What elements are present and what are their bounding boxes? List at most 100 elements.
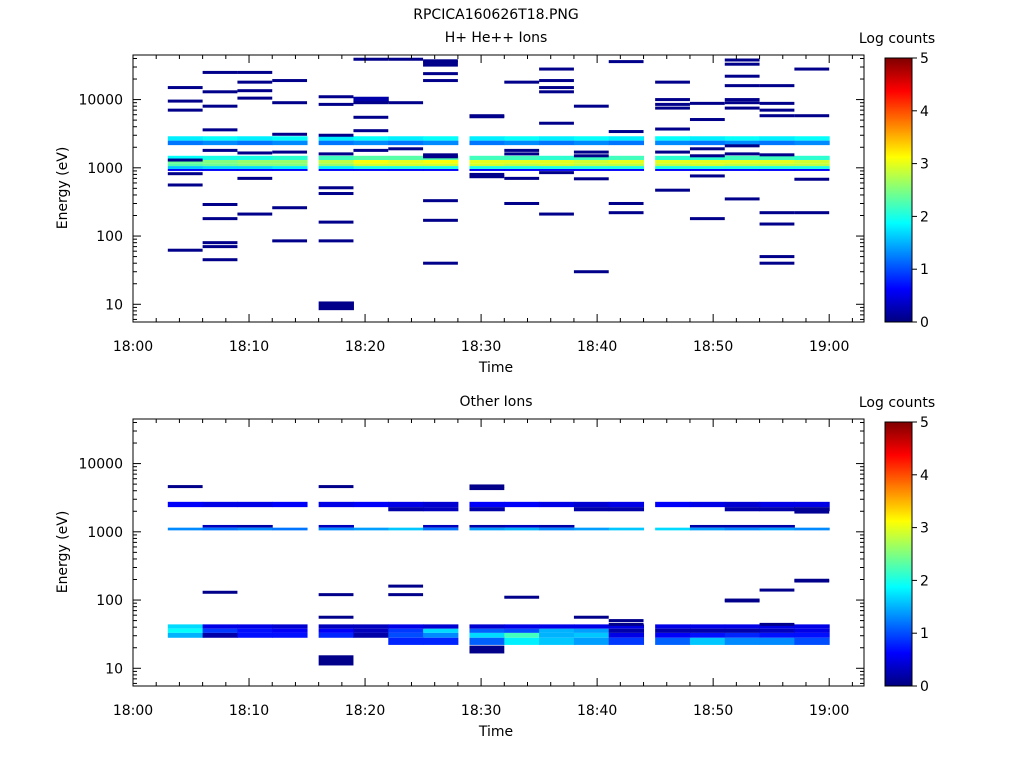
panel-1-ylabel: Energy (eV) [55,147,71,230]
heatmap-cell [318,163,354,167]
sporadic-count-mark [689,147,725,151]
heatmap-cell [272,140,308,146]
heatmap-cell [504,628,540,633]
colorbar-tick-label: 5 [920,51,929,67]
heatmap-cell [573,160,610,164]
sporadic-count-mark [272,150,308,154]
x-tick-label: 18:40 [577,703,617,719]
heatmap-cell [237,169,273,171]
sporadic-count-mark [759,211,795,215]
sporadic-count-mark [573,177,609,181]
heatmap-cell [202,163,238,167]
panel-2-axes: 18:00 18:10 18:20 18:30 18:40 18:50 19:00 10 100… [78,419,864,719]
heatmap-cell [423,163,459,167]
heatmap-cell [272,163,308,167]
heatmap-cell [539,166,575,170]
sporadic-count-mark [318,95,354,99]
heatmap-cell [689,140,726,146]
heatmap-cell [167,527,204,531]
heatmap-cell [655,136,691,141]
heatmap-cell [539,637,575,645]
heatmap-cell [689,624,726,629]
sporadic-count-mark [318,133,354,137]
heatmap-cell [539,160,575,164]
y-tick-label: 1000 [87,161,123,177]
heatmap-cell [608,507,645,512]
sporadic-count-mark [759,261,795,265]
heatmap-cell [539,501,575,508]
heatmap-cell [388,160,424,164]
heatmap-cell [388,169,424,171]
sporadic-count-mark [318,152,354,156]
heatmap-cell [353,155,389,161]
sporadic-count-mark [539,171,574,175]
sporadic-count-mark [655,106,690,110]
heatmap-cell [202,166,238,170]
heatmap-cell [353,140,389,146]
sporadic-count-mark [759,101,795,105]
sporadic-count-mark [759,114,795,118]
heatmap-cell [689,163,726,167]
heatmap-cell [469,163,505,167]
colorbar-tick-label: 5 [920,415,929,431]
sporadic-count-mark [794,114,830,118]
heatmap-cell [388,501,424,508]
sporadic-count-mark [237,89,273,93]
heatmap-cell [759,527,795,531]
sporadic-count-mark [167,485,203,489]
colorbar-tick-label: 3 [920,157,929,173]
heatmap-cell [573,140,610,146]
heatmap-cell [724,628,761,633]
panel-2-xlabel: Time [478,724,513,740]
heatmap-cell [655,527,691,531]
colorbar-1-label: Log counts [859,31,935,47]
colorbar-2-label: Log counts [859,395,935,411]
x-tick-label: 18:20 [345,703,385,719]
heatmap-cell [202,155,238,161]
panel-1-axes: 18:00 18:10 18:20 18:30 18:40 18:50 19:00 10 100… [78,55,864,355]
heatmap-cell [573,527,610,531]
heatmap-cell [504,524,540,528]
sporadic-count-mark [423,261,458,265]
colorbar-1-ticks: 0 1 2 3 4 5 [912,51,929,331]
heatmap-cell [388,632,424,638]
heatmap-cell [353,169,389,171]
heatmap-cell [202,160,238,164]
heatmap-cell [539,524,575,528]
heatmap-cell [608,155,645,161]
sporadic-count-mark [794,579,830,583]
heatmap-cell [794,155,830,161]
heatmap-cell [504,637,540,645]
heatmap-cell [794,136,830,141]
x-tick-label: 18:00 [113,703,153,719]
heatmap-cell [318,166,354,170]
heatmap-cell [724,160,761,164]
sporadic-count-mark [237,212,273,216]
heatmap-cell [423,160,459,164]
heatmap-cell [469,624,505,629]
heatmap-cell [608,163,645,167]
sporadic-count-mark [423,60,458,64]
heatmap-cell [608,628,645,633]
sporadic-count-mark [608,130,644,134]
heatmap-cell [237,628,273,633]
heatmap-cell [539,163,575,167]
sporadic-count-mark [759,622,795,626]
sporadic-count-mark [423,155,458,159]
heatmap-cell [272,632,308,638]
sporadic-count-mark [388,147,424,151]
sporadic-count-mark [423,153,458,157]
sporadic-count-mark [539,79,574,83]
heatmap-cell [167,163,204,167]
heatmap-cell [202,524,238,528]
sporadic-count-mark [539,67,574,71]
heatmap-cell [794,160,830,164]
heatmap-cell [202,169,238,171]
sporadic-count-mark [608,622,644,626]
x-tick-label: 19:00 [809,339,849,355]
sporadic-count-mark [423,199,458,203]
colorbar-tick-label: 0 [920,315,929,331]
sporadic-count-mark [724,74,760,78]
heatmap-cell [202,136,238,141]
heatmap-cell [759,155,795,161]
